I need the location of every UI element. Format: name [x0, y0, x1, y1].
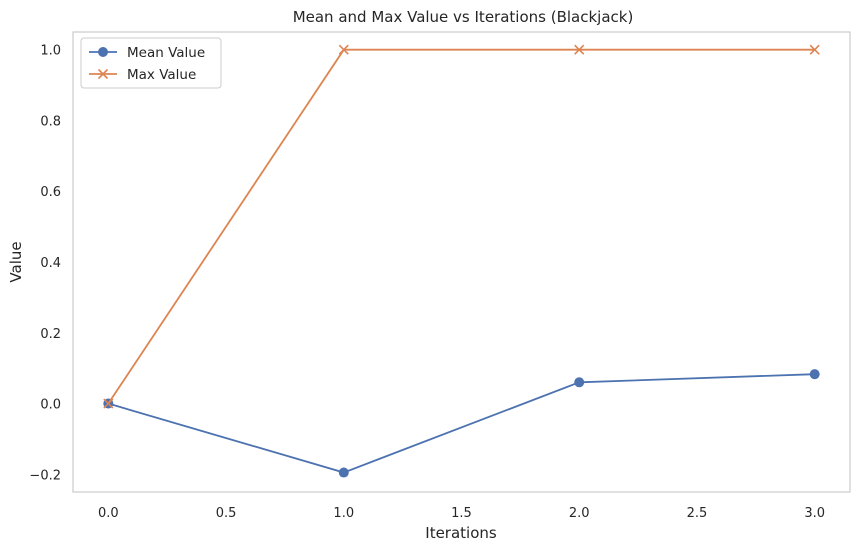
x-tick-label: 0.5: [216, 506, 237, 521]
chart-title: Mean and Max Value vs Iterations (Blackj…: [293, 8, 634, 26]
x-tick-label: 2.5: [687, 506, 708, 521]
y-axis: −0.2 0.0 0.2 0.4 0.6 0.8 1.0: [29, 44, 61, 484]
plot-frame: [72, 31, 851, 493]
x-axis: 0.0 0.5 1.0 1.5 2.0 2.5 3.0: [98, 506, 825, 521]
y-tick-label: 0.6: [40, 185, 61, 200]
legend-label: Mean Value: [127, 45, 205, 61]
data-point: [338, 467, 349, 478]
legend-marker: [98, 47, 108, 57]
data-point: [809, 369, 820, 380]
series-layer: [103, 44, 820, 478]
data-point: [574, 377, 585, 388]
y-tick-label: 1.0: [40, 44, 61, 59]
y-tick-label: 0.2: [40, 327, 61, 342]
y-tick-label: 0.4: [40, 256, 61, 271]
series-max-value: [103, 44, 820, 409]
x-tick-label: 3.0: [804, 506, 825, 521]
legend-marker: [97, 68, 109, 80]
legend-box: [80, 37, 222, 89]
plot-area: [72, 31, 851, 493]
data-point: [103, 398, 114, 409]
x-axis-label: Iterations: [425, 524, 497, 542]
legend: Mean Value Max Value: [80, 37, 222, 89]
x-tick-label: 2.0: [569, 506, 590, 521]
series-line: [108, 373, 815, 474]
legend-item: Mean Value: [89, 45, 205, 61]
data-point: [574, 44, 585, 55]
y-tick-label: 0.8: [40, 114, 61, 129]
legend-item: Max Value: [89, 67, 196, 83]
y-tick-label: 0.0: [40, 398, 61, 413]
series-line: [107, 48, 815, 405]
data-point: [809, 44, 820, 55]
legend-label: Max Value: [127, 67, 196, 83]
data-point: [338, 44, 349, 55]
x-tick-label: 1.0: [333, 506, 354, 521]
x-tick-label: 1.5: [451, 506, 472, 521]
x-tick-label: 0.0: [98, 506, 119, 521]
y-axis-label: Value: [7, 241, 25, 282]
y-tick-label: −0.2: [29, 468, 61, 483]
